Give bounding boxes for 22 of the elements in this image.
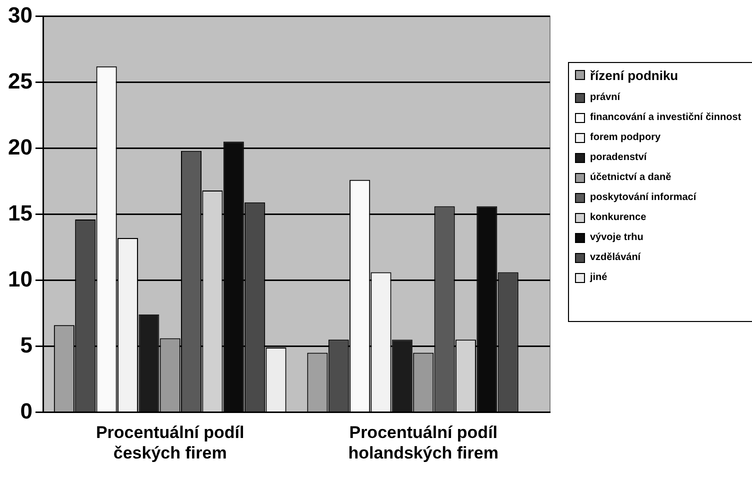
bar — [392, 340, 412, 412]
y-tick-label: 10 — [8, 266, 32, 292]
bar — [138, 314, 160, 412]
legend-label: financování a investiční činnost — [590, 112, 742, 123]
legend-label: jiné — [590, 272, 608, 283]
y-tick-label: 5 — [20, 332, 32, 358]
legend-label: forem podpory — [590, 132, 661, 143]
legend-label: řízení podniku — [590, 68, 678, 83]
y-tick-label: 25 — [8, 68, 32, 94]
legend-label: konkurence — [590, 212, 646, 223]
y-tick-label: 0 — [20, 398, 32, 424]
legend-label: poskytování informací — [590, 192, 696, 203]
legend-label: vzdělávání — [590, 252, 641, 263]
x-tick-label: Procentuální podíl holandských firem — [348, 423, 498, 462]
legend-label: účetnictví a daně — [590, 172, 672, 183]
y-tick-label: 20 — [8, 134, 32, 160]
legend-label: právní — [590, 92, 620, 103]
y-tick-label: 30 — [8, 2, 32, 28]
x-tick-label: Procentuální podíl českých firem — [96, 423, 244, 462]
legend-label: poradenství — [590, 152, 647, 163]
legend-label: vývoje trhu — [590, 232, 644, 243]
y-tick-label: 15 — [8, 200, 32, 226]
